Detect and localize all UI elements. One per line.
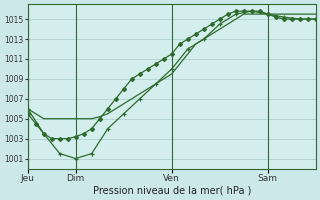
X-axis label: Pression niveau de la mer( hPa ): Pression niveau de la mer( hPa ) — [92, 186, 251, 196]
